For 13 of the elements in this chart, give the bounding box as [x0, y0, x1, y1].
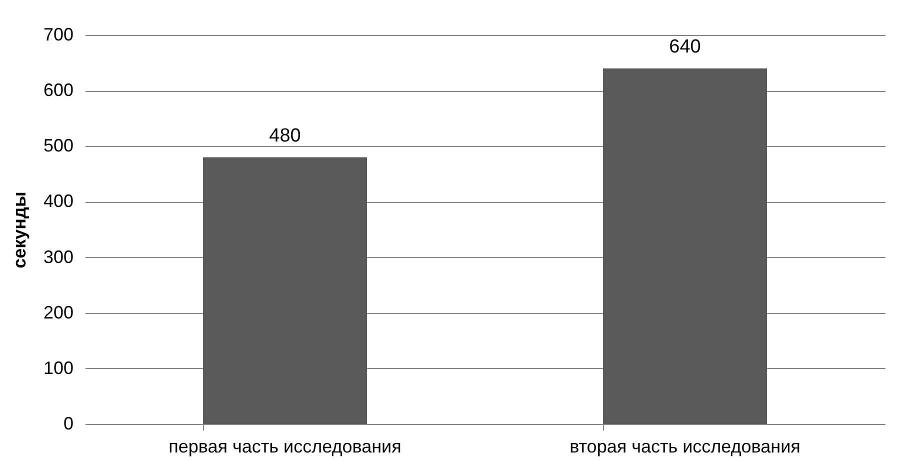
x-tick-label: вторая часть исследования [570, 436, 800, 456]
y-tick-label: 600 [43, 80, 74, 100]
y-tick-label: 0 [63, 414, 74, 434]
y-tick-label: 300 [43, 246, 74, 267]
y-tick-label: 100 [43, 358, 74, 378]
data-label: 480 [269, 125, 301, 146]
y-tick-label: 200 [43, 302, 74, 322]
y-tick-label: 400 [43, 191, 74, 212]
y-tick-label: 700 [43, 24, 74, 44]
y-axis-title: секунды [9, 192, 30, 268]
data-label: 640 [669, 36, 701, 58]
y-tick-label: 500 [43, 136, 74, 156]
x-tick-label: первая часть исследования [168, 436, 402, 456]
